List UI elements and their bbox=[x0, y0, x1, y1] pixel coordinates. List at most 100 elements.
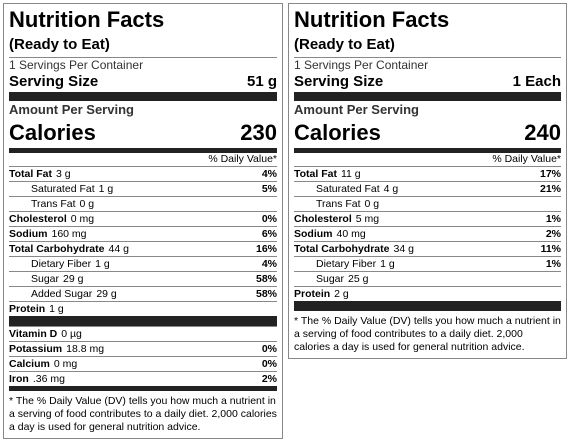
nutrient-daily-value: 4% bbox=[261, 168, 277, 180]
nutrient-amount: 11 g bbox=[340, 168, 361, 180]
nutrient-amount: 18.8 mg bbox=[66, 343, 105, 355]
divider bbox=[294, 148, 561, 153]
nutrient-row: Protein 2 g bbox=[294, 286, 561, 301]
nutrient-name: Total Carbohydrate bbox=[9, 243, 105, 255]
nutrient-row: Sodium 40 mg 2% bbox=[294, 226, 561, 241]
nutrient-amount: 40 mg bbox=[336, 228, 366, 240]
nutrient-row: Sugar 29 g 58% bbox=[9, 271, 277, 286]
nutrient-amount: 1 g bbox=[95, 258, 110, 270]
nutrient-name: Protein bbox=[294, 288, 331, 300]
calories-row: Calories 240 bbox=[294, 118, 561, 148]
nutrient-amount: 1 g bbox=[49, 303, 64, 315]
nutrient-name: Potassium bbox=[9, 343, 63, 355]
nutrient-name: Calcium bbox=[9, 358, 50, 370]
nutrient-amount: 3 g bbox=[55, 168, 71, 180]
nutrient-name: Cholesterol bbox=[9, 213, 67, 225]
nutrient-daily-value: 58% bbox=[255, 273, 277, 285]
nutrition-label: Nutrition Facts (Ready to Eat) 1 Servings … bbox=[3, 3, 283, 439]
amount-per-serving: Amount Per Serving bbox=[294, 102, 419, 117]
nutrient-name: Saturated Fat bbox=[31, 183, 95, 195]
calories-value: 240 bbox=[524, 120, 561, 145]
nutrient-amount: 2 g bbox=[334, 288, 349, 300]
nutrient-row: Potassium 18.8 mg 0% bbox=[9, 341, 277, 356]
nutrient-amount: 29 g bbox=[96, 288, 117, 300]
servings-per-container: 1 Servings Per Container bbox=[294, 57, 561, 72]
nutrient-daily-value: 2% bbox=[261, 373, 277, 385]
nutrient-name: Added Sugar bbox=[31, 288, 93, 300]
nutrient-daily-value: 6% bbox=[261, 228, 277, 240]
label-subtitle: (Ready to Eat) bbox=[9, 36, 110, 53]
nutrient-name: Total Fat bbox=[9, 168, 52, 180]
nutrient-name: Sugar bbox=[31, 273, 60, 285]
nutrition-label: Nutrition Facts (Ready to Eat) 1 Servings … bbox=[288, 3, 567, 359]
divider bbox=[9, 386, 277, 391]
servings-per-container: 1 Servings Per Container bbox=[9, 57, 277, 72]
nutrient-daily-value: 0% bbox=[261, 358, 277, 370]
nutrient-amount: 0 µg bbox=[61, 328, 82, 340]
nutrient-amount: 0 mg bbox=[70, 213, 95, 225]
calories-label: Calories bbox=[9, 120, 96, 145]
nutrient-daily-value: 0% bbox=[261, 343, 277, 355]
divider bbox=[294, 301, 561, 311]
nutrient-name: Total Fat bbox=[294, 168, 337, 180]
serving-size-row: Serving Size 51 g bbox=[9, 72, 277, 92]
nutrient-amount: 0 g bbox=[364, 198, 380, 210]
nutrient-daily-value: 1% bbox=[545, 213, 561, 225]
nutrient-daily-value: 11% bbox=[540, 243, 561, 255]
divider bbox=[294, 92, 561, 101]
nutrient-name: Dietary Fiber bbox=[316, 258, 377, 270]
nutrient-row: Cholesterol 0 mg 0% bbox=[9, 211, 277, 226]
nutrient-daily-value: 58% bbox=[255, 288, 277, 300]
nutrient-daily-value: 4% bbox=[261, 258, 277, 270]
nutrient-daily-value: 5% bbox=[261, 183, 277, 195]
calories-row: Calories 230 bbox=[9, 118, 277, 148]
nutrient-row: Total Carbohydrate 34 g 11% bbox=[294, 241, 561, 256]
calories-value: 230 bbox=[240, 120, 277, 145]
serving-size-row: Serving Size 1 Each bbox=[294, 72, 561, 92]
nutrient-row: Calcium 0 mg 0% bbox=[9, 356, 277, 371]
nutrient-amount: 29 g bbox=[63, 273, 84, 285]
serving-size-label: Serving Size bbox=[9, 73, 99, 90]
nutrient-amount: 4 g bbox=[383, 183, 399, 195]
nutrient-amount: 25 g bbox=[348, 273, 369, 285]
footnote: * The % Daily Value (DV) tells you how m… bbox=[294, 315, 561, 353]
nutrient-name: Trans Fat bbox=[316, 198, 361, 210]
nutrient-daily-value: 0% bbox=[261, 213, 277, 225]
nutrient-row: Saturated Fat 1 g 5% bbox=[9, 181, 277, 196]
nutrient-name: Trans Fat bbox=[31, 198, 76, 210]
nutrient-name: Dietary Fiber bbox=[31, 258, 92, 270]
nutrient-row: Sugar 25 g bbox=[294, 271, 561, 286]
nutrient-daily-value: 16% bbox=[255, 243, 277, 255]
nutrient-row: Dietary Fiber 1 g 4% bbox=[9, 256, 277, 271]
label-subtitle: (Ready to Eat) bbox=[294, 36, 395, 53]
serving-size-label: Serving Size bbox=[294, 73, 384, 90]
nutrient-row: Added Sugar 29 g 58% bbox=[9, 286, 277, 301]
nutrient-row: Total Fat 3 g 4% bbox=[9, 166, 277, 181]
nutrient-name: Protein bbox=[9, 303, 46, 315]
calories-label: Calories bbox=[294, 120, 381, 145]
amount-per-serving: Amount Per Serving bbox=[9, 102, 134, 117]
nutrient-row: Cholesterol 5 mg 1% bbox=[294, 211, 561, 226]
label-title: Nutrition Facts bbox=[9, 7, 165, 32]
nutrient-row: Total Carbohydrate 44 g 16% bbox=[9, 241, 277, 256]
nutrient-name: Saturated Fat bbox=[316, 183, 380, 195]
nutrient-amount: 5 mg bbox=[355, 213, 380, 225]
daily-value-header: % Daily Value* bbox=[208, 153, 277, 165]
footnote: * The % Daily Value (DV) tells you how m… bbox=[9, 395, 277, 433]
nutrient-row: Iron .36 mg 2% bbox=[9, 371, 277, 386]
daily-value-header: % Daily Value* bbox=[492, 153, 561, 165]
serving-size-value: 1 Each bbox=[512, 73, 561, 90]
nutrient-row: Dietary Fiber 1 g 1% bbox=[294, 256, 561, 271]
divider bbox=[9, 148, 277, 153]
nutrient-row: Sodium 160 mg 6% bbox=[9, 226, 277, 241]
nutrient-row: Total Fat 11 g 17% bbox=[294, 166, 561, 181]
nutrient-daily-value: 21% bbox=[539, 183, 561, 195]
nutrient-row: Trans Fat 0 g bbox=[294, 196, 561, 211]
nutrient-name: Total Carbohydrate bbox=[294, 243, 390, 255]
nutrient-row: Trans Fat 0 g bbox=[9, 196, 277, 211]
nutrient-amount: 0 mg bbox=[53, 358, 78, 370]
nutrient-amount: 160 mg bbox=[51, 228, 87, 240]
nutrient-daily-value: 2% bbox=[545, 228, 561, 240]
